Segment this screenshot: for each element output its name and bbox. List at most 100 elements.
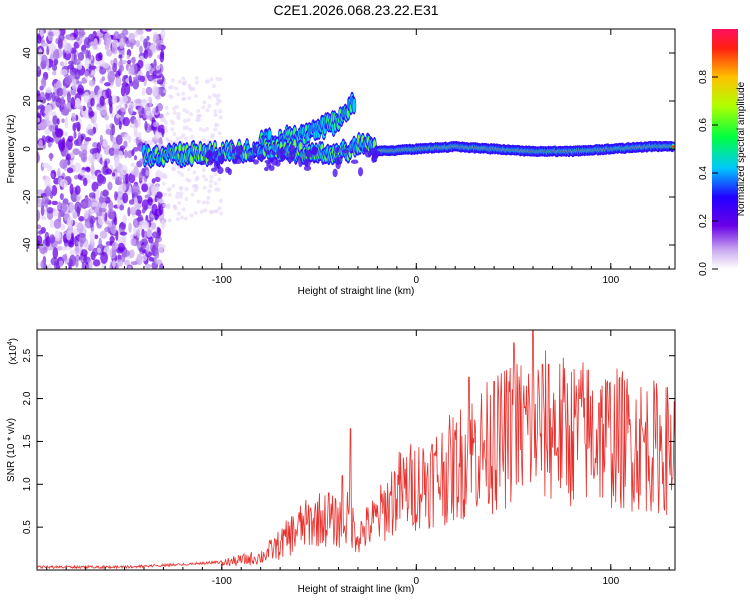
noise-blob — [136, 228, 141, 238]
noise-blob — [137, 74, 142, 81]
noise-blob — [61, 254, 68, 261]
haze-blob — [166, 205, 171, 210]
haze-blob — [175, 136, 180, 141]
noise-blob — [37, 105, 42, 110]
noise-blob — [133, 225, 137, 237]
noise-blob — [92, 40, 98, 51]
noise-blob — [99, 134, 103, 146]
noise-blob — [73, 58, 81, 65]
haze-blob — [183, 118, 188, 123]
noise-blob — [44, 104, 53, 116]
noise-blob — [130, 162, 136, 168]
noise-blob — [49, 152, 53, 162]
noise-blob — [69, 249, 75, 256]
side-blob — [232, 159, 237, 165]
noise-blob — [37, 261, 40, 268]
noise-blob — [127, 265, 132, 269]
noise-blob — [124, 149, 128, 159]
noise-blob — [66, 153, 71, 162]
noise-blob — [143, 38, 148, 49]
haze-blob — [190, 192, 195, 197]
noise-blob — [116, 196, 121, 209]
noise-blob — [135, 40, 141, 48]
noise-blob — [101, 190, 109, 197]
haze-blob — [211, 83, 216, 88]
haze-blob — [177, 200, 182, 205]
haze-blob — [173, 206, 178, 211]
noise-blob — [66, 167, 74, 174]
haze-blob — [196, 199, 201, 204]
noise-blob — [98, 207, 103, 218]
haze-blob — [218, 77, 223, 82]
snr-ytick-label: 2.5 — [22, 348, 33, 362]
noise-blob — [119, 221, 127, 230]
haze-blob — [184, 186, 189, 191]
noise-blob — [62, 85, 67, 98]
side-blob — [334, 147, 340, 153]
noise-blob — [144, 120, 148, 131]
noise-blob — [38, 139, 43, 150]
noise-blob — [130, 237, 137, 246]
trace-inner — [178, 144, 182, 153]
noise-blob — [92, 142, 98, 148]
haze-blob — [203, 208, 208, 213]
noise-blob — [52, 29, 61, 37]
side-blob — [271, 151, 277, 156]
noise-blob — [37, 230, 44, 235]
haze-blob — [193, 210, 198, 215]
haze-blob — [194, 75, 199, 80]
side-blob — [211, 167, 218, 172]
haze-blob — [201, 105, 206, 110]
noise-blob — [147, 96, 152, 103]
noise-blob — [154, 130, 159, 140]
noise-blob — [74, 201, 82, 214]
noise-blob — [118, 54, 123, 59]
noise-blob — [79, 169, 86, 176]
noise-blob — [147, 228, 152, 238]
haze-blob — [204, 177, 209, 182]
noise-blob — [88, 259, 93, 269]
noise-blob — [154, 238, 159, 249]
noise-blob — [144, 63, 152, 71]
noise-blob — [93, 234, 99, 240]
noise-blob — [155, 42, 162, 51]
haze-blob — [165, 111, 170, 116]
noise-blob — [69, 201, 75, 214]
haze-blob — [195, 175, 200, 180]
spectrogram-ytick-label: 40 — [22, 47, 33, 59]
haze-blob — [167, 85, 172, 90]
noise-blob — [40, 260, 45, 269]
side-blob — [311, 145, 318, 156]
noise-blob — [73, 139, 80, 146]
noise-blob — [84, 57, 91, 68]
noise-blob — [84, 241, 89, 250]
haze-blob — [174, 86, 179, 91]
noise-blob — [140, 99, 148, 107]
noise-blob — [154, 249, 160, 259]
haze-blob — [182, 108, 187, 113]
side-blob — [298, 157, 303, 168]
noise-blob — [148, 236, 154, 244]
noise-blob — [104, 196, 111, 204]
haze-blob — [217, 206, 222, 211]
noise-blob — [127, 59, 132, 65]
noise-blob — [112, 62, 117, 73]
noise-blob — [151, 185, 158, 197]
noise-blob — [91, 174, 96, 180]
side-blob — [303, 158, 311, 168]
noise-blob — [160, 117, 167, 123]
haze-blob — [213, 209, 218, 214]
haze-blob — [213, 181, 218, 186]
haze-blob — [170, 127, 175, 132]
spectrogram-ytick-label: -40 — [22, 237, 33, 252]
haze-blob — [186, 118, 191, 123]
spectrogram-axes: -100 0 100 -40 -20 0 20 40 — [22, 29, 675, 286]
colorbar-tick-label: 0.8 — [698, 70, 709, 84]
noise-blob — [104, 114, 110, 121]
side-blob — [199, 160, 207, 166]
haze-blob — [213, 172, 218, 177]
noise-blob — [93, 110, 98, 122]
noise-blob — [150, 221, 157, 230]
noise-blob — [100, 251, 108, 264]
noise-blob — [70, 97, 76, 110]
